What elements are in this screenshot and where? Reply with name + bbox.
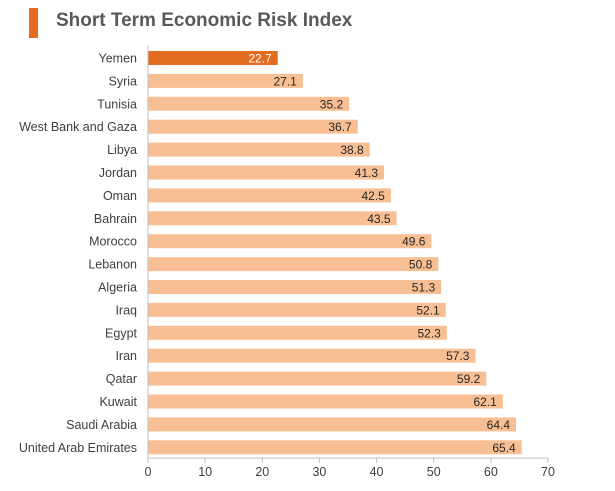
value-label: 65.4 [492, 441, 516, 455]
value-label: 42.5 [361, 189, 385, 203]
value-label: 41.3 [355, 166, 379, 180]
bar [148, 96, 350, 111]
category-label: Saudi Arabia [66, 418, 137, 432]
category-label: Tunisia [97, 97, 137, 111]
chart-title: Short Term Economic Risk Index [56, 10, 353, 31]
bar [148, 257, 439, 272]
value-label: 35.2 [320, 97, 344, 111]
category-label: Jordan [99, 166, 137, 180]
value-label: 57.3 [446, 349, 470, 363]
x-tick-label: 70 [541, 465, 555, 479]
category-label: West Bank and Gaza [19, 120, 137, 134]
bar [148, 211, 397, 226]
category-label: Morocco [89, 235, 137, 249]
category-label: Syria [109, 74, 138, 88]
bar [148, 440, 522, 455]
bar [148, 234, 432, 249]
category-label: Yemen [99, 52, 138, 66]
value-label: 52.3 [417, 326, 441, 340]
category-label: United Arab Emirates [19, 441, 137, 455]
x-tick-label: 50 [427, 465, 441, 479]
bar [148, 165, 384, 180]
x-tick-label: 40 [370, 465, 384, 479]
category-label: Qatar [106, 372, 137, 386]
bar [148, 280, 442, 294]
category-label: Libya [107, 143, 137, 157]
bar [148, 119, 358, 134]
category-label: Algeria [98, 281, 137, 295]
bar [148, 188, 391, 203]
bar [148, 371, 487, 386]
value-label: 38.8 [340, 143, 364, 157]
x-tick-label: 30 [312, 465, 326, 479]
category-label: Kuwait [99, 395, 137, 409]
category-label: Iraq [115, 303, 137, 317]
category-label: Egypt [105, 326, 137, 340]
value-label: 27.1 [273, 74, 297, 88]
bar [148, 394, 503, 409]
bar [148, 348, 476, 363]
value-label: 43.5 [367, 212, 391, 226]
bar [148, 73, 303, 88]
title-accent-bar [29, 8, 38, 38]
x-tick-label: 20 [255, 465, 269, 479]
value-label: 22.7 [248, 52, 272, 66]
category-label: Iran [115, 349, 137, 363]
bar [148, 417, 516, 432]
value-label: 52.1 [416, 303, 440, 317]
category-label: Bahrain [94, 212, 137, 226]
category-label: Oman [103, 189, 137, 203]
bar [148, 51, 278, 65]
bar [148, 302, 446, 317]
x-tick-label: 10 [198, 465, 212, 479]
value-label: 51.3 [412, 281, 436, 295]
value-label: 62.1 [473, 395, 497, 409]
x-tick-label: 60 [484, 465, 498, 479]
value-label: 50.8 [409, 258, 433, 272]
value-label: 64.4 [487, 418, 511, 432]
bar [148, 142, 370, 157]
category-label: Lebanon [88, 258, 137, 272]
value-label: 59.2 [457, 372, 481, 386]
x-tick-label: 0 [145, 465, 152, 479]
bar [148, 325, 447, 340]
value-label: 36.7 [328, 120, 352, 134]
value-label: 49.6 [402, 235, 426, 249]
